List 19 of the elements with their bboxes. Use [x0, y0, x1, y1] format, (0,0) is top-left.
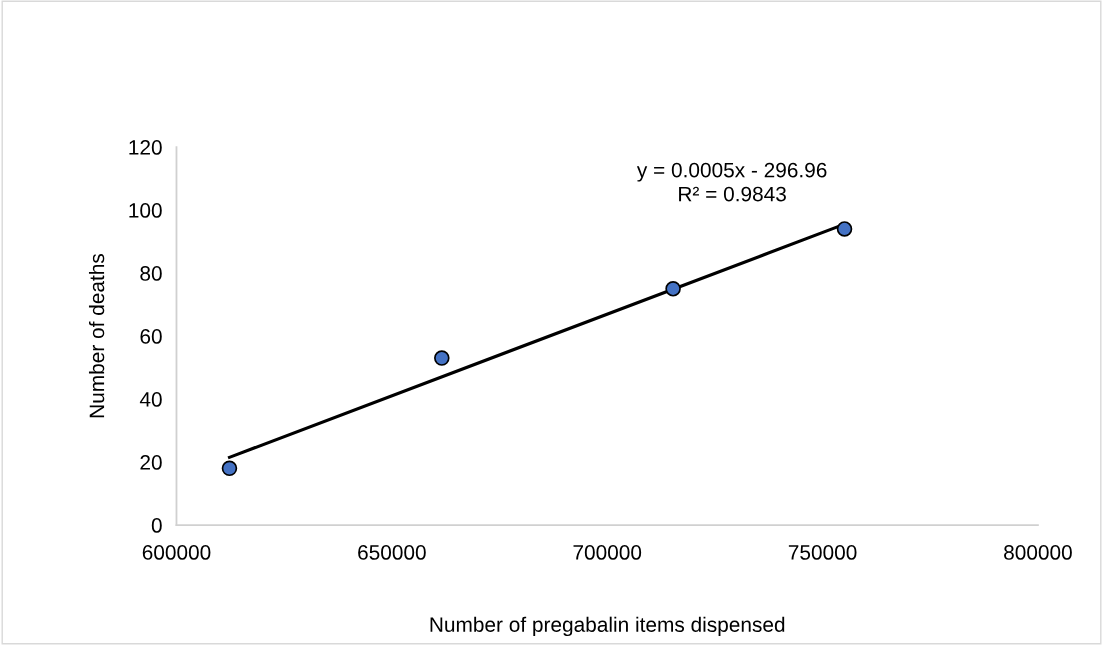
x-tick-label: 750000	[788, 545, 857, 560]
point	[665, 281, 681, 297]
x-tick-label: 700000	[573, 545, 642, 560]
point	[836, 221, 853, 237]
annotation: y = 0.0005x - 296.96 R² = 0.9843	[636, 162, 827, 202]
x-tick-label: 650000	[358, 545, 426, 560]
x-tick-label: 800000	[1004, 545, 1072, 560]
x-axis-title: Number of pregabalin items dispensed	[430, 616, 785, 637]
y-tick-label: 40	[139, 392, 162, 407]
y-tick-label: 0	[151, 518, 162, 533]
y-axis-title: Number of deaths	[88, 253, 105, 418]
y-tick-label: 80	[140, 266, 162, 281]
x-tick-label: 600000	[142, 545, 211, 560]
point	[221, 460, 238, 477]
y-tick-label: 120	[129, 140, 162, 155]
y-tick-label: 100	[129, 203, 162, 218]
y-tick-label: 60	[140, 329, 162, 344]
y-tick-label: 20	[140, 455, 162, 470]
point	[434, 350, 450, 366]
